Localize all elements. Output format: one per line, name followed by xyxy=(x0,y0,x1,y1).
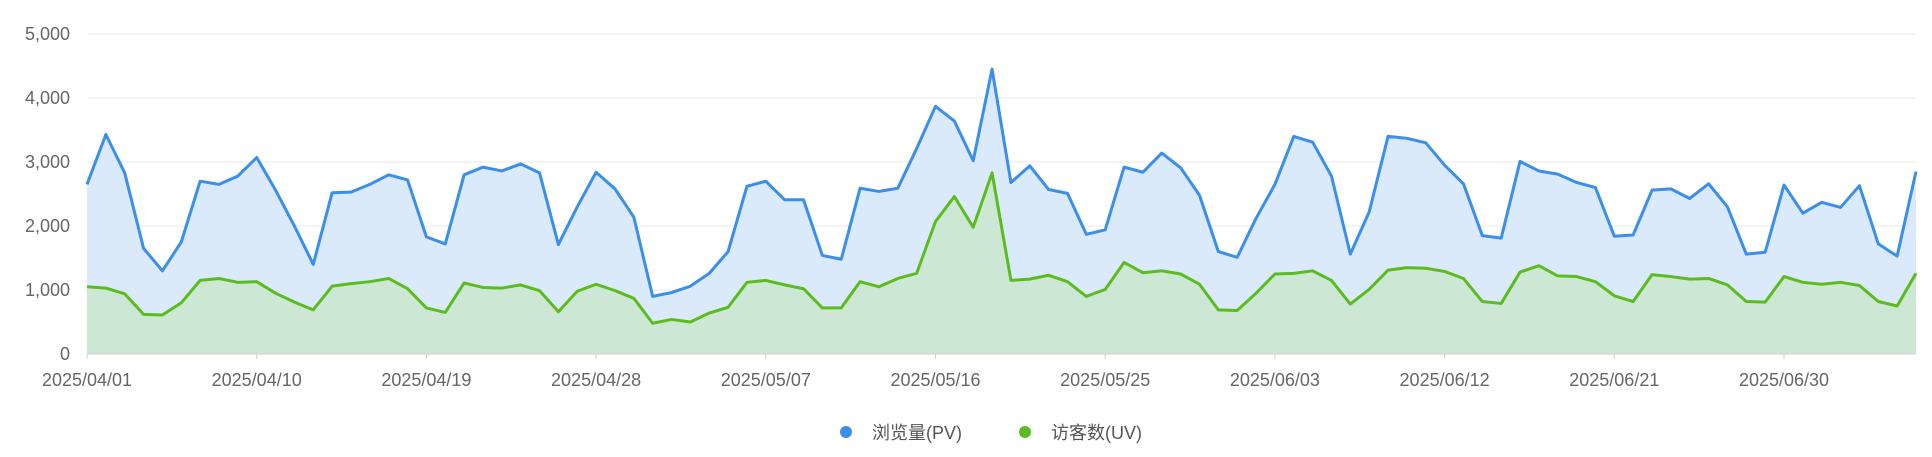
axes: 0 1,000 2,000 3,000 4,000 5,000 2025/04/01 2025… xyxy=(25,24,1916,390)
x-tick-label: 2025/06/30 xyxy=(1739,370,1829,390)
y-tick-label: 2,000 xyxy=(25,216,70,236)
x-tick-label: 2025/06/12 xyxy=(1400,370,1490,390)
series-lines xyxy=(85,67,1918,325)
y-tick-label: 4,000 xyxy=(25,88,70,108)
x-tick-label: 2025/04/19 xyxy=(381,370,471,390)
legend-item-uv[interactable]: 访客数(UV) xyxy=(1019,423,1142,443)
area-fill-uv xyxy=(87,172,1916,354)
y-tick-label: 1,000 xyxy=(25,280,70,300)
legend-marker-uv xyxy=(1019,426,1031,438)
area-fills xyxy=(87,69,1916,354)
y-tick-label: 5,000 xyxy=(25,24,70,44)
y-tick-label: 0 xyxy=(60,344,70,364)
x-tick-label: 2025/04/01 xyxy=(42,370,132,390)
legend-label-pv: 浏览量(PV) xyxy=(872,423,962,443)
series-line-uv xyxy=(86,171,1918,325)
x-tick-label: 2025/05/25 xyxy=(1060,370,1150,390)
series-line-pv xyxy=(85,67,1918,298)
legend-item-pv[interactable]: 浏览量(PV) xyxy=(840,423,962,443)
x-tick-label: 2025/06/03 xyxy=(1230,370,1320,390)
legend-marker-pv xyxy=(840,426,852,438)
x-tick-label: 2025/06/21 xyxy=(1569,370,1659,390)
x-tick-label: 2025/04/28 xyxy=(551,370,641,390)
legend-label-uv: 访客数(UV) xyxy=(1051,423,1142,443)
x-tick-label: 2025/04/10 xyxy=(212,370,302,390)
x-tick-label: 2025/05/07 xyxy=(721,370,811,390)
legend[interactable]: 浏览量(PV) 访客数(UV) xyxy=(840,423,1142,443)
x-tick-label: 2025/05/16 xyxy=(890,370,980,390)
y-tick-label: 3,000 xyxy=(25,152,70,172)
